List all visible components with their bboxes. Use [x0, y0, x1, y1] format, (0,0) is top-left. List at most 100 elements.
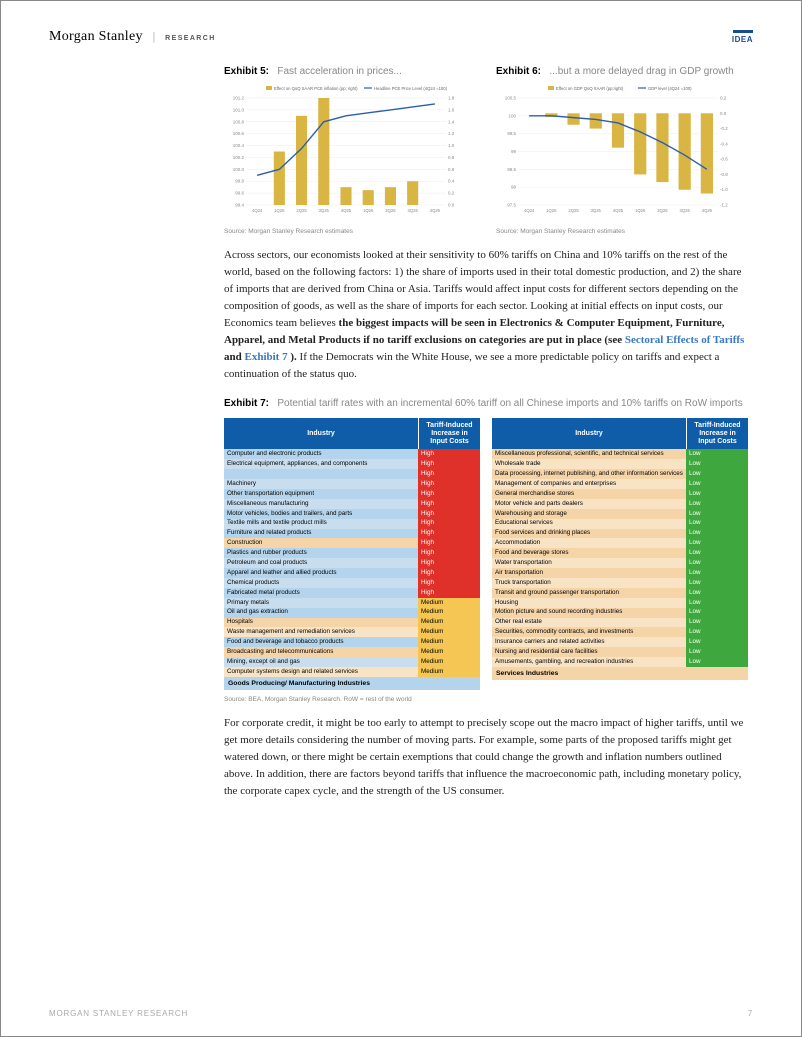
table-cell-impact: High: [418, 519, 480, 529]
table-row: Oil and gas extractionMedium: [224, 608, 480, 618]
table-row: Miscellaneous professional, scientific, …: [492, 449, 748, 459]
exhibit-5: Exhibit 5: Fast acceleration in prices..…: [224, 65, 476, 235]
table-cell-impact: High: [418, 469, 480, 479]
table-cell-industry: Nursing and residential care facilities: [492, 647, 686, 657]
table-cell-impact: High: [418, 568, 480, 578]
tariff-tables: Industry Tariff-Induced Increase in Inpu…: [224, 418, 748, 690]
table-cell-industry: Amusements, gambling, and recreation ind…: [492, 657, 686, 667]
table-row: Computer systems design and related serv…: [224, 667, 480, 677]
table-cell-impact: High: [418, 459, 480, 469]
table-cell-impact: Medium: [418, 647, 480, 657]
table-cell-industry: Motor vehicle and parts dealers: [492, 499, 686, 509]
table-cell-impact: Medium: [418, 627, 480, 637]
svg-text:4Q24: 4Q24: [524, 208, 535, 213]
table-cell-impact: Low: [686, 459, 748, 469]
table-row: Insurance carriers and related activitie…: [492, 637, 748, 647]
svg-text:1.0: 1.0: [448, 143, 455, 148]
exhibit-6-title: Exhibit 6: ...but a more delayed drag in…: [496, 65, 748, 78]
svg-text:100: 100: [508, 113, 516, 118]
svg-text:97.5: 97.5: [507, 203, 516, 208]
table-cell-industry: Food services and drinking places: [492, 529, 686, 539]
page-footer: MORGAN STANLEY RESEARCH 7: [49, 1009, 753, 1018]
table-cell-impact: High: [418, 578, 480, 588]
brand: Morgan Stanley | RESEARCH: [49, 29, 216, 45]
table-cell-impact: Low: [686, 489, 748, 499]
table-cell-impact: Low: [686, 578, 748, 588]
page-number: 7: [748, 1009, 753, 1018]
table-cell-industry: Computer and electronic products: [224, 449, 418, 459]
svg-text:99: 99: [511, 149, 517, 154]
table-cell-impact: Low: [686, 558, 748, 568]
link-sectoral-effects[interactable]: Sectoral Effects of Tariffs: [625, 334, 744, 346]
svg-text:4Q25: 4Q25: [341, 208, 352, 213]
footer-text: MORGAN STANLEY RESEARCH: [49, 1009, 188, 1018]
table-cell-industry: Textile mills and textile product mills: [224, 519, 418, 529]
table-cell-impact: Low: [686, 598, 748, 608]
svg-text:1.4: 1.4: [448, 119, 455, 124]
table-cell-industry: Insurance carriers and related activitie…: [492, 637, 686, 647]
svg-text:4Q24: 4Q24: [252, 208, 263, 213]
svg-text:100.6: 100.6: [233, 131, 245, 136]
svg-text:100.4: 100.4: [233, 143, 245, 148]
table-row: Amusements, gambling, and recreation ind…: [492, 657, 748, 667]
page: Morgan Stanley | RESEARCH IDEA Exhibit 5…: [0, 0, 802, 1037]
table-cell-industry: Data processing, internet publishing, an…: [492, 469, 686, 479]
table-cell-industry: Warehousing and storage: [492, 509, 686, 519]
table-cell-impact: Medium: [418, 608, 480, 618]
svg-text:1Q25: 1Q25: [546, 208, 557, 213]
svg-text:Effect on QoQ SAAR PCE inflati: Effect on QoQ SAAR PCE inflation (pp; ri…: [274, 86, 358, 91]
table-cell-impact: High: [418, 538, 480, 548]
table-cell-impact: Low: [686, 499, 748, 509]
exhibit-5-title: Exhibit 5: Fast acceleration in prices..…: [224, 65, 476, 78]
svg-text:1Q26: 1Q26: [363, 208, 374, 213]
svg-text:4Q26: 4Q26: [430, 208, 441, 213]
table-row: Miscellaneous manufacturingHigh: [224, 499, 480, 509]
table-row: Data processing, internet publishing, an…: [492, 469, 748, 479]
table-cell-industry: Motion picture and sound recording indus…: [492, 608, 686, 618]
table-cell-industry: Housing: [492, 598, 686, 608]
table-row: HospitalsMedium: [224, 618, 480, 628]
table-cell-impact: High: [418, 479, 480, 489]
table-row: Other transportation equipmentHigh: [224, 489, 480, 499]
table-cell-industry: Primary metals: [224, 598, 418, 608]
table-row: Other real estateLow: [492, 618, 748, 628]
svg-text:3Q26: 3Q26: [680, 208, 691, 213]
table-cell-industry: Plastics and rubber products: [224, 548, 418, 558]
table-row: General merchandise storesLow: [492, 489, 748, 499]
table-cell-impact: Medium: [418, 598, 480, 608]
table-row: Management of companies and enterprisesL…: [492, 479, 748, 489]
table-row: Apparel and leather and allied productsH…: [224, 568, 480, 578]
table-cell-impact: Low: [686, 479, 748, 489]
table-row: Broadcasting and telecommunicationsMediu…: [224, 647, 480, 657]
svg-text:Headline PCE Price Level (4Q24: Headline PCE Price Level (4Q24 =100): [374, 86, 448, 91]
svg-text:3Q25: 3Q25: [319, 208, 330, 213]
exhibits-row: Exhibit 5: Fast acceleration in prices..…: [224, 65, 748, 235]
svg-text:0.2: 0.2: [448, 191, 455, 196]
page-header: Morgan Stanley | RESEARCH IDEA: [49, 29, 753, 45]
link-exhibit-7[interactable]: Exhibit 7: [245, 351, 291, 363]
svg-text:0.2: 0.2: [720, 96, 727, 101]
exhibit-5-desc: Fast acceleration in prices...: [277, 66, 402, 77]
exhibit-6-chart: Effect on GDP QoQ SAAR (pp;right)GDP lev…: [496, 84, 748, 224]
svg-text:99.6: 99.6: [235, 191, 244, 196]
table-row: Truck transportationLow: [492, 578, 748, 588]
table-cell-impact: High: [418, 489, 480, 499]
svg-text:1.8: 1.8: [448, 96, 455, 101]
table-cell-impact: High: [418, 509, 480, 519]
table-row: Motor vehicle and parts dealersLow: [492, 499, 748, 509]
table-cell-industry: Chemical products: [224, 578, 418, 588]
exhibit-5-chart: Effect on QoQ SAAR PCE inflation (pp; ri…: [224, 84, 476, 224]
th-impact-left: Tariff-Induced Increase in Input Costs: [418, 418, 480, 449]
idea-badge: IDEA: [732, 30, 753, 44]
table-cell-impact: Low: [686, 568, 748, 578]
svg-text:99.5: 99.5: [507, 131, 516, 136]
exhibit-7-title: Exhibit 7: Potential tariff rates with a…: [224, 397, 748, 410]
table-row: Wholesale tradeLow: [492, 459, 748, 469]
table-cell-industry: Miscellaneous manufacturing: [224, 499, 418, 509]
svg-text:0.8: 0.8: [448, 155, 455, 160]
svg-text:0.0: 0.0: [448, 203, 455, 208]
exhibit-6-desc: ...but a more delayed drag in GDP growth: [549, 66, 733, 77]
table-cell-impact: High: [418, 548, 480, 558]
table-row: AccommodationLow: [492, 538, 748, 548]
brand-separator: |: [153, 29, 155, 44]
